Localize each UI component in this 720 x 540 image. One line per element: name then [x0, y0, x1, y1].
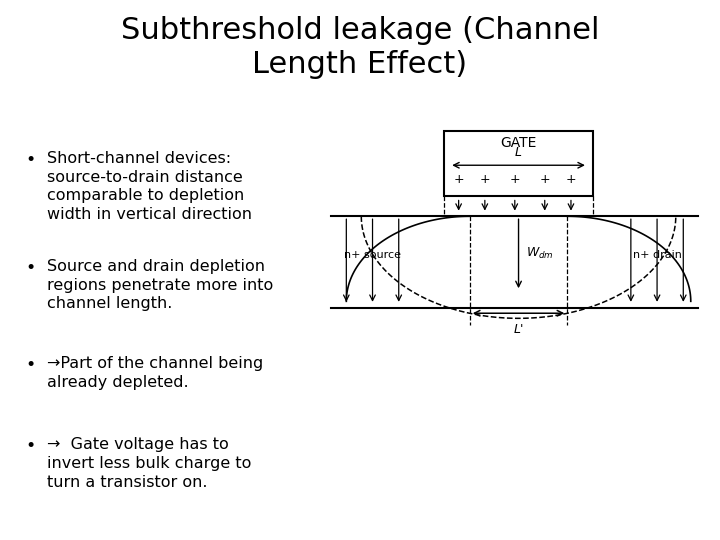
Text: L': L' — [513, 323, 523, 336]
Text: +: + — [480, 173, 490, 186]
Text: →Part of the channel being
already depleted.: →Part of the channel being already deple… — [47, 356, 263, 390]
Text: •: • — [25, 437, 35, 455]
Text: L: L — [515, 146, 522, 159]
Text: Subthreshold leakage (Channel
Length Effect): Subthreshold leakage (Channel Length Eff… — [121, 16, 599, 79]
Text: •: • — [25, 151, 35, 169]
Text: +: + — [454, 173, 464, 186]
Text: n+ source: n+ source — [344, 251, 401, 260]
Text: +: + — [566, 173, 576, 186]
Text: •: • — [25, 259, 35, 277]
Text: n+ drain: n+ drain — [633, 251, 682, 260]
Text: +: + — [539, 173, 550, 186]
Text: Short-channel devices:
source-to-drain distance
comparable to depletion
width in: Short-channel devices: source-to-drain d… — [47, 151, 252, 222]
Bar — [444, 131, 593, 196]
Text: •: • — [25, 356, 35, 374]
Text: Source and drain depletion
regions penetrate more into
channel length.: Source and drain depletion regions penet… — [47, 259, 273, 312]
Text: +: + — [510, 173, 520, 186]
Text: GATE: GATE — [500, 136, 536, 150]
Text: $W_{dm}$: $W_{dm}$ — [526, 246, 554, 261]
Text: →  Gate voltage has to
invert less bulk charge to
turn a transistor on.: → Gate voltage has to invert less bulk c… — [47, 437, 251, 490]
